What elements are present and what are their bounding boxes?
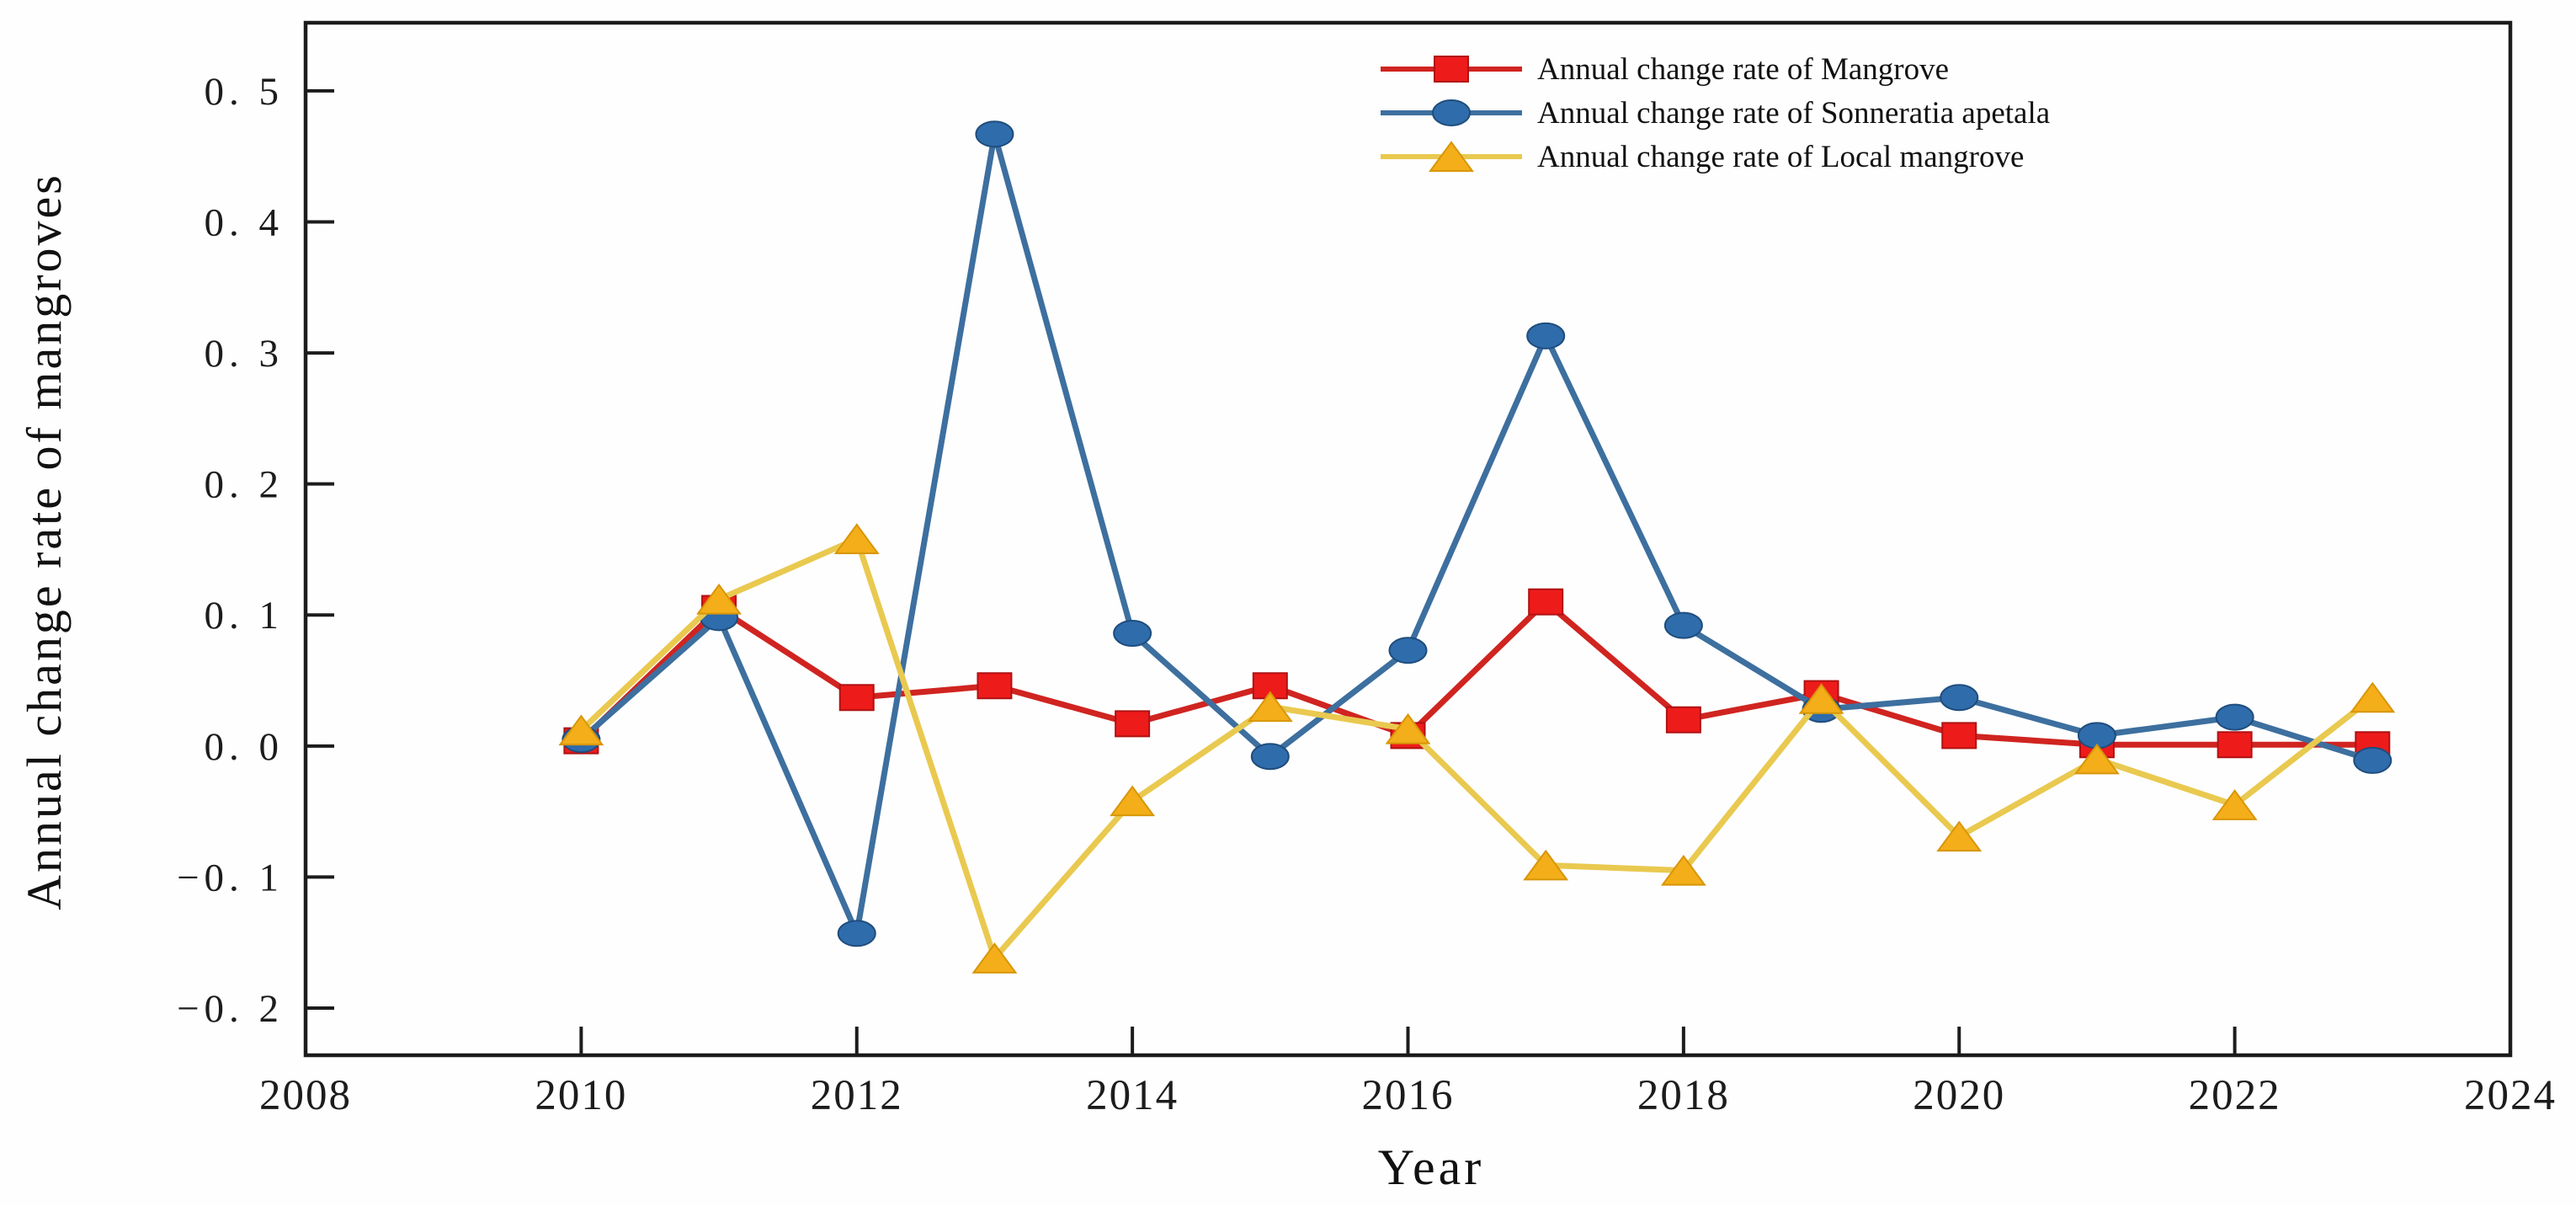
marker-square xyxy=(1434,56,1469,83)
marker-triangle xyxy=(558,714,604,746)
marker-circle xyxy=(1526,322,1566,350)
marker-triangle xyxy=(696,583,742,615)
legend-item-mangrove: Annual change rate of Mangrove xyxy=(1377,49,2050,89)
x-tick-label: 2012 xyxy=(811,1072,903,1119)
marker-square xyxy=(1528,588,1564,616)
marker-circle xyxy=(975,120,1014,148)
marker-triangle xyxy=(2211,789,2258,820)
marker-triangle xyxy=(2350,681,2396,713)
marker-square xyxy=(1252,672,1288,700)
x-tick-label: 2008 xyxy=(259,1072,352,1119)
marker-square xyxy=(977,672,1013,700)
series-circle xyxy=(562,120,2392,947)
y-tick-label: 0. 2 xyxy=(205,463,285,507)
marker-circle xyxy=(1663,611,1703,639)
x-tick-label: 2020 xyxy=(1913,1072,2005,1119)
x-tick-label: 2018 xyxy=(1637,1072,1730,1119)
y-tick-label: −0. 1 xyxy=(177,856,284,899)
y-tick-label: 0. 3 xyxy=(205,332,285,376)
x-tick-label: 2024 xyxy=(2464,1072,2557,1119)
marker-circle xyxy=(1113,620,1152,648)
y-tick-label: 0. 0 xyxy=(205,725,285,769)
x-tick-label: 2016 xyxy=(1362,1072,1455,1119)
marker-square xyxy=(1941,722,1977,750)
y-tick-label: 0. 4 xyxy=(205,200,285,244)
marker-triangle xyxy=(1429,141,1474,172)
legend-label: Annual change rate of Local mangrove xyxy=(1537,139,2025,174)
marker-triangle xyxy=(1798,683,1844,714)
marker-triangle xyxy=(1660,854,1706,886)
x-tick-label: 2010 xyxy=(535,1072,627,1119)
x-tick-label: 2022 xyxy=(2189,1072,2281,1119)
marker-triangle xyxy=(1523,849,1569,881)
y-tick-label: −0. 2 xyxy=(177,987,284,1031)
legend-label: Annual change rate of Mangrove xyxy=(1537,51,1950,87)
legend-marker-square-icon xyxy=(1381,56,1522,83)
marker-triangle xyxy=(833,523,880,554)
marker-triangle xyxy=(1110,785,1156,817)
x-axis-title: Year xyxy=(1377,1139,1485,1195)
marker-circle xyxy=(1432,99,1471,126)
marker-triangle xyxy=(1247,691,1293,723)
marker-square xyxy=(1665,706,1701,734)
y-tick-label: 0. 1 xyxy=(205,594,285,638)
marker-circle xyxy=(1250,743,1290,771)
marker-square xyxy=(838,684,875,712)
marker-triangle xyxy=(1385,712,1431,744)
marker-triangle xyxy=(1936,820,1983,852)
legend-label: Annual change rate of Sonneratia apetala xyxy=(1537,95,2051,131)
legend-marker-triangle-icon xyxy=(1381,141,1522,172)
series-line xyxy=(577,599,2376,748)
legend-item-sonneratia-apetala: Annual change rate of Sonneratia apetala xyxy=(1377,93,2050,133)
marker-triangle xyxy=(2073,743,2120,775)
y-axis-title: Annual change rate of mangroves xyxy=(17,173,72,910)
legend: Annual change rate of Mangrove Annual ch… xyxy=(1377,49,2050,177)
x-tick-label: 2014 xyxy=(1086,1072,1179,1119)
marker-square xyxy=(1115,710,1151,738)
y-tick-label: 0. 5 xyxy=(205,70,285,114)
legend-marker-circle-icon xyxy=(1381,99,1522,126)
marker-circle xyxy=(1388,637,1428,664)
marker-circle xyxy=(2353,746,2392,774)
marker-circle xyxy=(837,920,876,947)
series-line xyxy=(577,536,2376,962)
legend-item-local-mangrove: Annual change rate of Local mangrove xyxy=(1377,136,2050,177)
marker-triangle xyxy=(971,942,1018,974)
plot-frame xyxy=(303,20,2513,1058)
marker-square xyxy=(2217,731,2253,759)
series-line xyxy=(577,131,2376,937)
series-triangle xyxy=(558,523,2396,974)
marker-circle xyxy=(2215,703,2254,731)
marker-circle xyxy=(1940,684,1979,712)
